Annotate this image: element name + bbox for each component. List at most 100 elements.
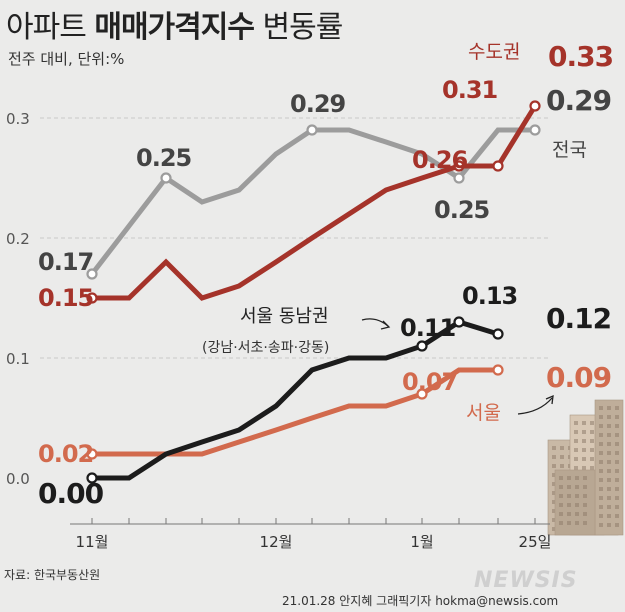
arrow-connector-seoul (517, 397, 553, 415)
building-window (583, 476, 587, 480)
series-line-2 (92, 319, 499, 481)
building-window (599, 406, 603, 410)
series-marker-0-2 (160, 172, 172, 184)
data-label-2-11: 0.12 (546, 302, 611, 335)
building-window (559, 512, 563, 516)
series-marker-0-10 (453, 172, 465, 184)
y-tick-label-2: 0.2 (6, 230, 30, 248)
series-marker-0-0 (86, 268, 98, 280)
building-window (567, 494, 571, 498)
building-window (607, 451, 611, 455)
y-tick-label-3: 0.3 (6, 110, 30, 128)
building-window (607, 478, 611, 482)
series-note-southeast: (강남·서초·송파·강동) (202, 340, 329, 356)
building-window (582, 448, 586, 452)
building-window (615, 415, 619, 419)
building-window (615, 514, 619, 518)
series-marker-0-6 (306, 124, 318, 136)
building-window (615, 487, 619, 491)
building-window (607, 469, 611, 473)
building-window (574, 421, 578, 425)
data-label-1-10: 0.26 (412, 146, 468, 174)
series-marker-2-9 (416, 340, 428, 352)
credit-note: 21.01.28 안지혜 그래픽기자 hokma@newsis.com (282, 594, 559, 608)
building-window (590, 421, 594, 425)
building-window (552, 491, 556, 495)
building-window (552, 527, 556, 531)
building-window (567, 476, 571, 480)
building-window (615, 478, 619, 482)
series-marker-0-12 (529, 124, 541, 136)
building-window (567, 503, 571, 507)
building-window (615, 469, 619, 473)
building-window (575, 494, 579, 498)
building-window (615, 496, 619, 500)
series-marker-3-11 (492, 364, 504, 376)
building-window (583, 512, 587, 516)
x-tick-label-0: 11월 (76, 533, 109, 551)
x-tick-label-1: 12월 (260, 533, 293, 551)
series-name-national: 전국 (552, 139, 587, 161)
building-window (559, 503, 563, 507)
series-name-capital: 수도권 (468, 41, 520, 63)
building-window (590, 457, 594, 461)
building-window (552, 473, 556, 477)
x-tick-label-3: 25일 (519, 533, 552, 551)
building-window (574, 466, 578, 470)
building-window (599, 433, 603, 437)
building-window (582, 457, 586, 461)
building-window (607, 442, 611, 446)
building-window (583, 485, 587, 489)
series-marker-3-9 (416, 388, 428, 400)
building-window (560, 455, 564, 459)
building-window (583, 494, 587, 498)
building-window (607, 460, 611, 464)
building-window (607, 406, 611, 410)
source-note: 자료: 한국부동산원 (4, 568, 101, 582)
building-window (559, 476, 563, 480)
title-part-2: 매매가격지수 (94, 10, 255, 45)
building-window (607, 496, 611, 500)
building-window (574, 448, 578, 452)
building-window (599, 505, 603, 509)
building-window (575, 521, 579, 525)
data-label-2-9: 0.11 (400, 314, 456, 342)
building-window (615, 523, 619, 527)
building-window (574, 457, 578, 461)
building-window (582, 466, 586, 470)
building-window (582, 439, 586, 443)
building-window (599, 460, 603, 464)
building-window (567, 512, 571, 516)
building-window (607, 424, 611, 428)
data-label-0-0: 0.17 (38, 248, 93, 276)
series-marker-2-0 (86, 472, 98, 484)
data-label-3-11: 0.09 (546, 361, 611, 394)
building-window (599, 424, 603, 428)
data-label-2-0: 0.00 (38, 477, 104, 510)
data-label-1-12: 0.33 (548, 40, 613, 73)
building-window (599, 451, 603, 455)
y-tick-label-0: 0.0 (6, 470, 30, 488)
building-window (615, 451, 619, 455)
arrow-head-seoul (545, 394, 554, 405)
building-window (552, 509, 556, 513)
data-label-1-0: 0.15 (38, 284, 94, 312)
x-tick-label-2: 1월 (410, 533, 433, 551)
data-label-1-11: 0.31 (442, 76, 498, 104)
series-marker-2-11 (492, 328, 504, 340)
building-window (590, 430, 594, 434)
building-window (583, 521, 587, 525)
building-window (607, 433, 611, 437)
data-label-3-9: 0.07 (402, 368, 457, 396)
building-window (560, 446, 564, 450)
building-window (607, 523, 611, 527)
series-marker-1-11 (492, 160, 504, 172)
building-window (599, 442, 603, 446)
building-window (590, 448, 594, 452)
building-window (583, 503, 587, 507)
building-window (567, 521, 571, 525)
data-label-3-0: 0.02 (38, 440, 93, 468)
data-label-0-6: 0.29 (290, 90, 346, 118)
series-marker-1-12 (529, 100, 541, 112)
